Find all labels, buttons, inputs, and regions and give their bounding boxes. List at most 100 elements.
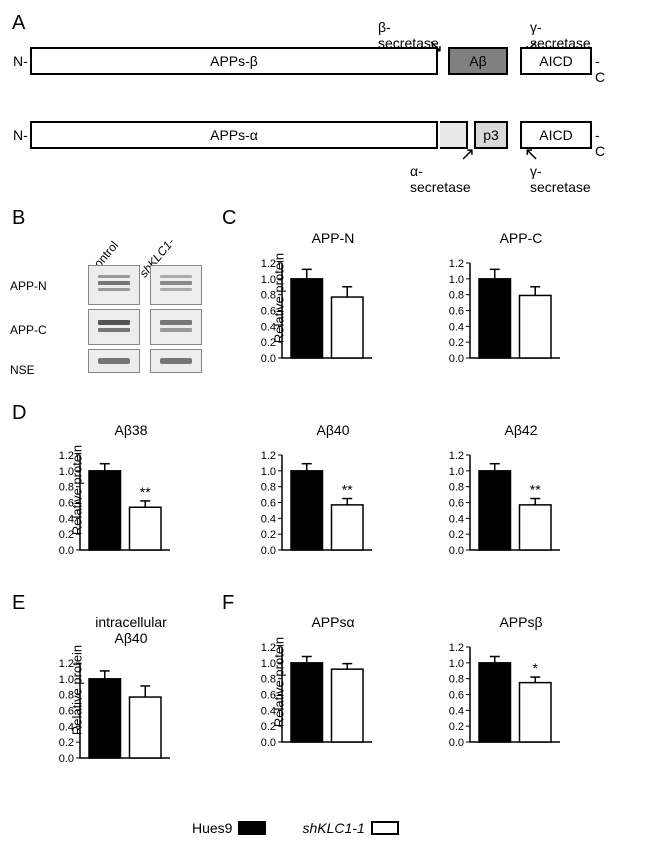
svg-text:0.0: 0.0 xyxy=(261,737,276,749)
bar-chart-svg: 0.00.20.40.60.81.01.2** xyxy=(244,438,384,558)
y-axis-label: Relative protein xyxy=(70,445,85,535)
panel-d-letter: D xyxy=(12,402,26,425)
p3-segment: p3 xyxy=(474,121,508,149)
panel-f-letter: F xyxy=(222,592,234,615)
blot-image xyxy=(88,309,140,345)
blot-lane xyxy=(88,265,140,377)
bar-chart-svg: 0.00.20.40.60.81.01.2** xyxy=(42,438,182,558)
blot-image xyxy=(88,265,140,305)
bar xyxy=(520,295,552,358)
svg-text:0.2: 0.2 xyxy=(449,721,464,733)
svg-text:**: ** xyxy=(342,482,353,498)
bar-chart-svg: 0.00.20.40.60.81.01.2** xyxy=(432,438,572,558)
n-terminal-label: N- xyxy=(13,53,28,69)
western-blot: control shKLC1-1 APP-N APP-C NSE xyxy=(46,265,208,377)
chart-title: APPsα xyxy=(244,614,384,630)
svg-text:0.0: 0.0 xyxy=(449,545,464,557)
blot-row-label: NSE xyxy=(10,363,35,377)
gamma-secretase-label-bottom: γ-secretase xyxy=(530,163,591,195)
bar xyxy=(89,471,121,550)
arrow-icon: ↗ xyxy=(460,145,475,163)
y-axis-label: Relative protein xyxy=(272,253,287,343)
legend-swatch-icon xyxy=(238,821,266,835)
chart-title: Aβ42 xyxy=(432,422,572,438)
chart-title: APP-N xyxy=(244,230,384,246)
bar xyxy=(332,505,364,550)
bar xyxy=(520,505,552,550)
alpha-secretase-label: α-secretase xyxy=(410,163,471,195)
chart-ab42: Aβ420.00.20.40.60.81.01.2** xyxy=(432,422,572,558)
svg-text:0.0: 0.0 xyxy=(59,545,74,557)
svg-text:**: ** xyxy=(140,484,151,500)
chart-apps-alpha: Relative protein APPsα0.00.20.40.60.81.01… xyxy=(244,614,384,750)
bar xyxy=(291,663,323,742)
blot-row-label: APP-N xyxy=(10,279,47,293)
figure-root: A β-secretase γ-secretase ↘ ↙ N- APPs-β … xyxy=(12,12,638,836)
chart-apps-beta: APPsβ0.00.20.40.60.81.01.2* xyxy=(432,614,572,750)
chart-app-n: Relative protein APP-N0.00.20.40.60.81.01… xyxy=(244,230,384,366)
blot-lane xyxy=(150,265,202,377)
apps-beta-segment: APPs-β xyxy=(30,47,438,75)
panel-b-letter: B xyxy=(12,207,25,230)
chart-title: intracellular Aβ40 xyxy=(42,614,182,646)
bar xyxy=(520,683,552,742)
panel-c-letter: C xyxy=(222,207,236,230)
c-terminal-label: -C xyxy=(595,127,605,159)
svg-text:**: ** xyxy=(530,482,541,498)
chart-title: Aβ38 xyxy=(42,422,182,438)
svg-text:0.2: 0.2 xyxy=(261,529,276,541)
bar xyxy=(291,279,323,358)
y-axis-label: Relative protein xyxy=(272,637,287,727)
panel-b: B control shKLC1-1 APP-N APP-C NSE xyxy=(12,207,212,387)
bar xyxy=(479,279,511,358)
y-axis-label: Relative protein xyxy=(70,645,85,735)
bar xyxy=(332,297,364,358)
panel-e-letter: E xyxy=(12,592,25,615)
chart-intracellular-ab40: Relative proteinintracellular Aβ400.00.2… xyxy=(42,614,182,766)
svg-text:0.0: 0.0 xyxy=(449,737,464,749)
figure-legend: Hues9 shKLC1-1 xyxy=(192,820,399,836)
svg-text:0.2: 0.2 xyxy=(449,337,464,349)
bar-chart-svg: 0.00.20.40.60.81.01.2 xyxy=(432,246,572,366)
blot-image xyxy=(150,309,202,345)
svg-text:1.2: 1.2 xyxy=(449,642,464,654)
bar xyxy=(479,663,511,742)
c-terminal-label: -C xyxy=(595,53,605,85)
bar-chart-svg: 0.00.20.40.60.81.01.2* xyxy=(432,630,572,750)
panel-a-letter: A xyxy=(12,12,25,35)
blot-image xyxy=(88,349,140,373)
svg-text:0.2: 0.2 xyxy=(449,529,464,541)
aicd-segment: AICD xyxy=(520,47,592,75)
chart-title: APPsβ xyxy=(432,614,572,630)
legend-label: Hues9 xyxy=(192,820,232,836)
svg-text:0.4: 0.4 xyxy=(449,513,464,525)
panel-a: A β-secretase γ-secretase ↘ ↙ N- APPs-β … xyxy=(12,12,638,202)
blot-row-label: APP-C xyxy=(10,323,47,337)
svg-text:0.8: 0.8 xyxy=(261,482,276,494)
svg-text:0.2: 0.2 xyxy=(59,737,74,749)
chart-title: APP-C xyxy=(432,230,572,246)
svg-text:0.0: 0.0 xyxy=(449,353,464,365)
svg-text:1.0: 1.0 xyxy=(261,466,276,478)
bar xyxy=(291,471,323,550)
svg-text:0.6: 0.6 xyxy=(449,498,464,510)
svg-text:0.4: 0.4 xyxy=(449,321,464,333)
apps-alpha-segment: APPs-α xyxy=(30,121,438,149)
bar-chart-svg: 0.00.20.40.60.81.01.2 xyxy=(244,246,384,366)
bar xyxy=(130,697,162,758)
bar xyxy=(89,679,121,758)
svg-text:1.0: 1.0 xyxy=(449,466,464,478)
legend-swatch-icon xyxy=(371,821,399,835)
abeta-segment: Aβ xyxy=(448,47,508,75)
chart-ab38: Relative protein Aβ380.00.20.40.60.81.01.… xyxy=(42,422,182,558)
chart-title: Aβ40 xyxy=(244,422,384,438)
bar-chart-svg: 0.00.20.40.60.81.01.2 xyxy=(42,646,182,766)
svg-text:0.0: 0.0 xyxy=(261,545,276,557)
bar xyxy=(130,507,162,550)
n-terminal-label: N- xyxy=(13,127,28,143)
svg-text:0.8: 0.8 xyxy=(449,482,464,494)
svg-text:*: * xyxy=(533,660,539,676)
svg-text:0.6: 0.6 xyxy=(449,690,464,702)
bar-chart-svg: 0.00.20.40.60.81.01.2 xyxy=(244,630,384,750)
svg-text:1.0: 1.0 xyxy=(449,658,464,670)
